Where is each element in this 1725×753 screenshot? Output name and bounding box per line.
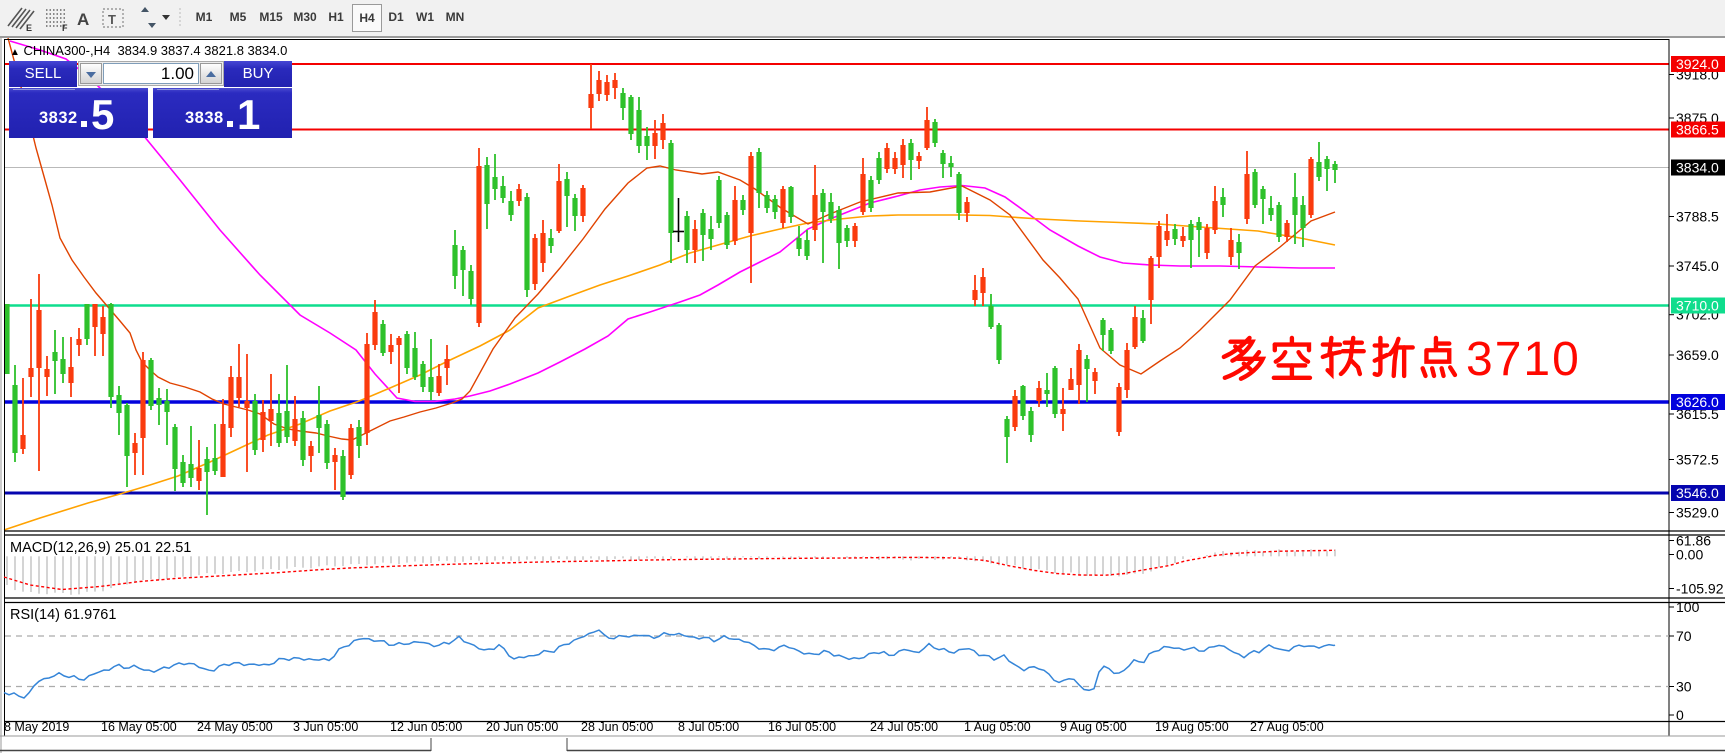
svg-text:30: 30 — [1676, 679, 1692, 695]
svg-text:F: F — [62, 23, 68, 33]
svg-text:3710: 3710 — [1466, 333, 1581, 386]
svg-text:100: 100 — [1676, 599, 1700, 615]
svg-text:3626.0: 3626.0 — [1676, 394, 1719, 410]
svg-text:3659.0: 3659.0 — [1676, 347, 1719, 363]
svg-text:8 May 2019: 8 May 2019 — [4, 720, 69, 734]
svg-text:3710.0: 3710.0 — [1676, 298, 1719, 314]
svg-text:3745.0: 3745.0 — [1676, 258, 1719, 274]
svg-text:3572.5: 3572.5 — [1676, 452, 1719, 468]
svg-text:24 May 05:00: 24 May 05:00 — [197, 720, 273, 734]
svg-text:1 Aug 05:00: 1 Aug 05:00 — [964, 720, 1031, 734]
svg-text:3866.5: 3866.5 — [1676, 122, 1719, 138]
svg-text:E: E — [26, 23, 32, 33]
svg-text:3834.0: 3834.0 — [1676, 160, 1719, 176]
svg-text:MACD(12,26,9) 25.01 22.51: MACD(12,26,9) 25.01 22.51 — [10, 540, 191, 556]
svg-text:12 Jun 05:00: 12 Jun 05:00 — [390, 720, 462, 734]
svg-text:70: 70 — [1676, 628, 1692, 644]
svg-text:3546.0: 3546.0 — [1676, 485, 1719, 501]
svg-text:19 Aug 05:00: 19 Aug 05:00 — [1155, 720, 1229, 734]
svg-text:16 May 05:00: 16 May 05:00 — [101, 720, 177, 734]
svg-text:8 Jul 05:00: 8 Jul 05:00 — [678, 720, 739, 734]
svg-text:16 Jul 05:00: 16 Jul 05:00 — [768, 720, 836, 734]
svg-text:A: A — [77, 10, 89, 29]
svg-text:27 Aug 05:00: 27 Aug 05:00 — [1250, 720, 1324, 734]
svg-text:3788.5: 3788.5 — [1676, 209, 1719, 225]
svg-text:3 Jun 05:00: 3 Jun 05:00 — [293, 720, 358, 734]
svg-text:T: T — [108, 12, 116, 27]
svg-text:9 Aug 05:00: 9 Aug 05:00 — [1060, 720, 1127, 734]
svg-text:24 Jul 05:00: 24 Jul 05:00 — [870, 720, 938, 734]
svg-text:28 Jun 05:00: 28 Jun 05:00 — [581, 720, 653, 734]
svg-text:-105.92: -105.92 — [1676, 581, 1724, 597]
svg-text:3924.0: 3924.0 — [1676, 56, 1719, 72]
svg-text:0: 0 — [1676, 707, 1684, 723]
svg-text:0.00: 0.00 — [1676, 547, 1703, 563]
svg-text:61.86: 61.86 — [1676, 533, 1711, 549]
svg-text:3529.0: 3529.0 — [1676, 505, 1719, 521]
svg-text:RSI(14) 61.9761: RSI(14) 61.9761 — [10, 607, 116, 623]
svg-text:20 Jun 05:00: 20 Jun 05:00 — [486, 720, 558, 734]
